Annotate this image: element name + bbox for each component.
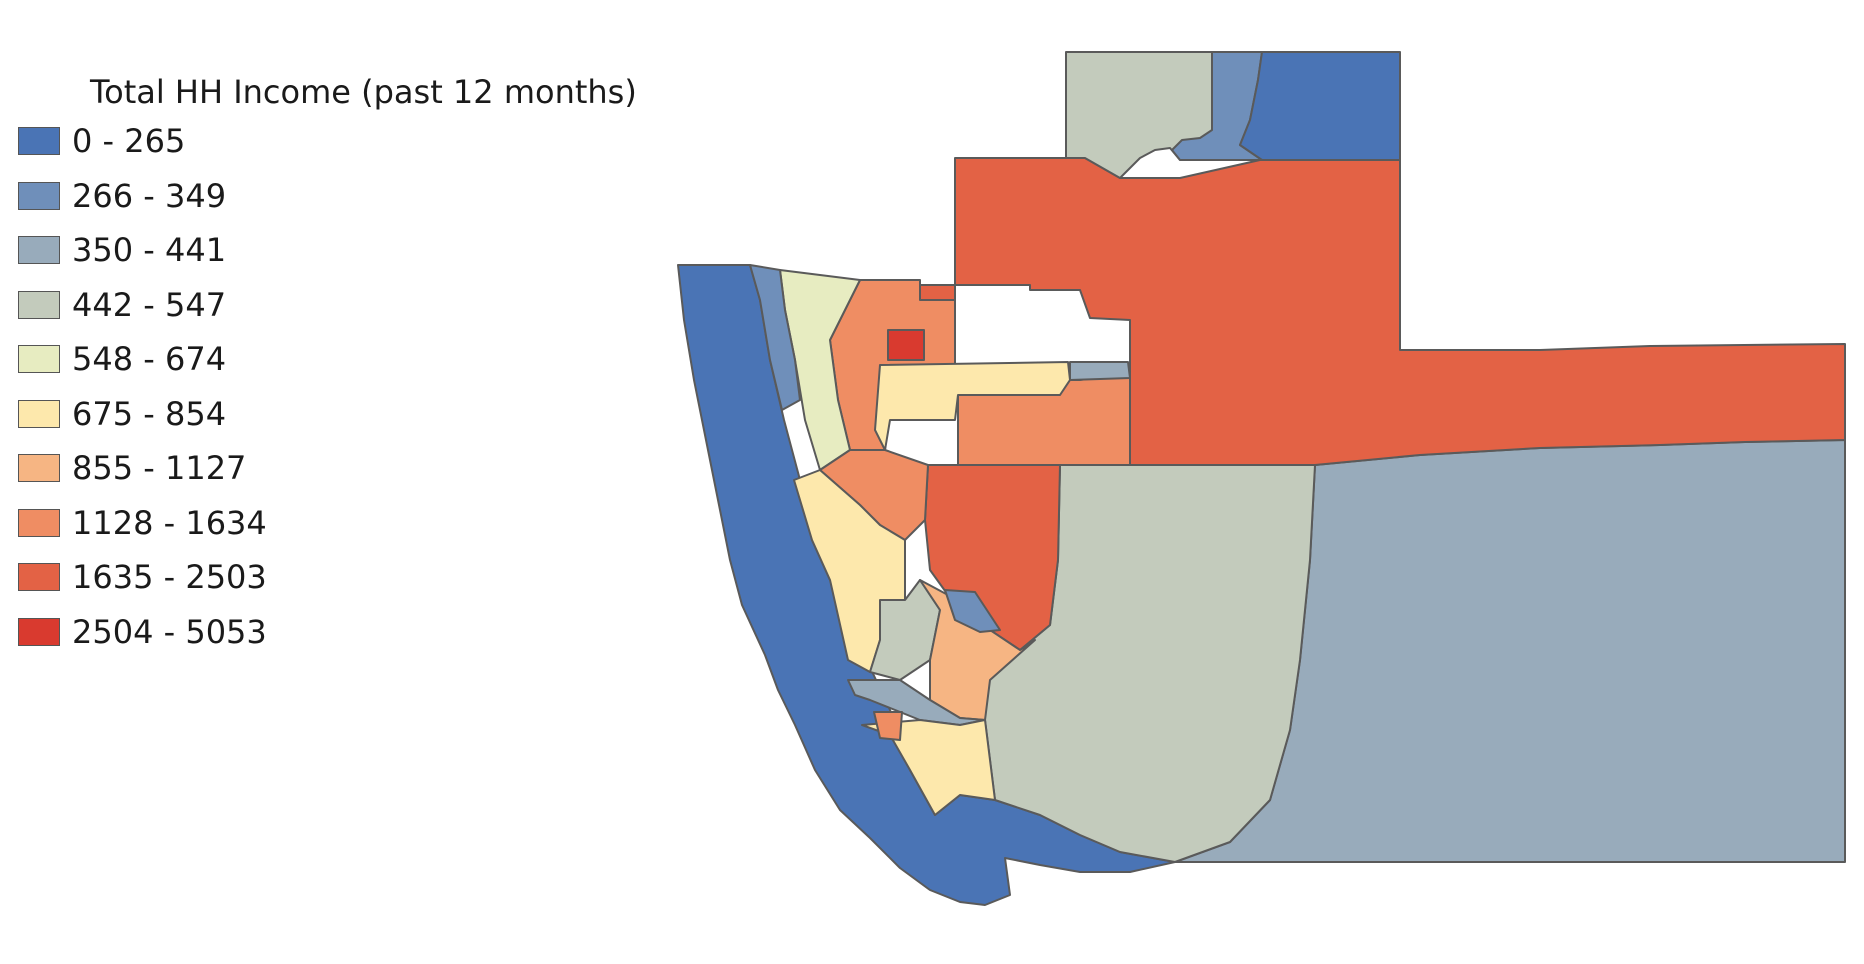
map-region-city-tan	[874, 361, 1071, 451]
legend-label: 442 - 547	[72, 285, 227, 324]
legend-item-8: 1635 - 2503	[18, 550, 658, 605]
legend-swatch	[18, 454, 60, 483]
legend-swatch	[18, 617, 60, 646]
legend-swatch	[18, 345, 60, 374]
legend-label: 0 - 265	[72, 122, 186, 161]
map-region-north-east	[1239, 51, 1401, 161]
legend-item-2: 350 - 441	[18, 223, 658, 278]
legend-swatch	[18, 563, 60, 592]
legend-swatch	[18, 181, 60, 210]
legend-swatch	[18, 236, 60, 265]
map-region-coastal-orange	[873, 711, 903, 741]
legend-item-7: 1128 - 1634	[18, 496, 658, 551]
legend-item-1: 266 - 349	[18, 169, 658, 224]
map-region-west-pocket	[749, 264, 801, 411]
map-region-top-income-tract	[887, 329, 925, 361]
legend-swatch	[18, 290, 60, 319]
legend-label: 548 - 674	[72, 340, 227, 379]
legend-item-0: 0 - 265	[18, 114, 658, 169]
legend-label: 1635 - 2503	[72, 558, 267, 597]
map-region-south-steel	[944, 589, 1001, 633]
legend-swatch	[18, 127, 60, 156]
legend-swatch	[18, 399, 60, 428]
legend-label: 675 - 854	[72, 394, 227, 433]
legend-label: 855 - 1127	[72, 449, 247, 488]
legend-item-6: 855 - 1127	[18, 441, 658, 496]
legend-label: 350 - 441	[72, 231, 227, 270]
map-region-south-peninsula	[861, 719, 996, 816]
legend-label: 266 - 349	[72, 176, 227, 215]
legend-title: Total HH Income (past 12 months)	[90, 73, 637, 111]
legend-item-9: 2504 - 5053	[18, 605, 658, 660]
legend-label: 2504 - 5053	[72, 612, 267, 651]
legend-label: 1128 - 1634	[72, 503, 267, 542]
legend-swatch	[18, 508, 60, 537]
map-legend: Total HH Income (past 12 months) 0 - 265…	[18, 70, 658, 659]
legend-item-4: 548 - 674	[18, 332, 658, 387]
legend-item-3: 442 - 547	[18, 278, 658, 333]
legend-item-5: 675 - 854	[18, 387, 658, 442]
map-region-steel-pocket	[1069, 361, 1131, 381]
